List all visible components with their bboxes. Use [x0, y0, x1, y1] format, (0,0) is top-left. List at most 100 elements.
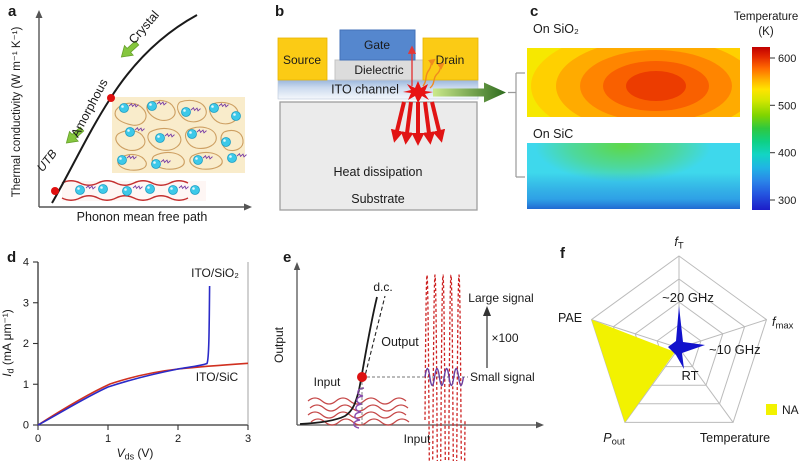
map-sio2-label: On SiO₂: [533, 22, 579, 36]
ito-sic-series-label: ITO/SiC: [196, 370, 239, 384]
utb-structure-illustration: [61, 180, 206, 201]
svg-text:1: 1: [23, 379, 29, 391]
svg-text:4: 4: [23, 257, 29, 269]
panel-d-x-axis-label: Vds (V): [117, 446, 154, 461]
x-tick-labels: 0 1 2 3: [35, 433, 251, 445]
colorbar-tick: 400: [778, 148, 796, 160]
source-contact: [277, 37, 328, 81]
svg-text:3: 3: [245, 433, 251, 445]
tick-marks: [33, 261, 249, 430]
substrate-label: Substrate: [351, 192, 405, 206]
amorphous-point-marker: [107, 94, 115, 102]
colorbar-tick: 600: [778, 53, 796, 65]
panel-e-y-axis-label: Output: [272, 326, 286, 363]
svg-text:2: 2: [175, 433, 181, 445]
svg-text:3: 3: [23, 297, 29, 309]
panel-c: c On SiO₂ On SiC 600 500 400 300: [527, 3, 799, 210]
dc-tangent-line: [363, 295, 386, 381]
panel-a-y-axis-label: Thermal conductivity (W m⁻¹ K⁻¹): [11, 27, 23, 198]
panel-e-label: e: [283, 249, 291, 266]
panel-e-x-axis-label: Input: [404, 432, 431, 446]
svg-text:0: 0: [35, 433, 41, 445]
fmax-value-label: ~10 GHz: [709, 342, 761, 357]
amorphous-structure-illustration: [112, 97, 247, 173]
ft-value-label: ~20 GHz: [662, 290, 714, 305]
utb-label: UTB: [34, 147, 60, 175]
panel-f: f fT fmax Temperature Pout PAE ~20 GHz ~…: [558, 235, 799, 448]
axis-fmax-label: fmax: [772, 315, 794, 332]
panel-b-label: b: [275, 3, 284, 20]
output-wave-label: Output: [381, 335, 419, 349]
crystal-label: Crystal: [126, 8, 162, 47]
y-tick-labels: 4 3 2 1 0: [23, 257, 29, 432]
dc-label: d.c.: [373, 280, 392, 294]
panel-a-label: a: [8, 3, 17, 20]
input-wave-label: Input: [314, 375, 341, 389]
panel-a-x-axis-label: Phonon mean free path: [77, 210, 208, 224]
small-signal-label: Small signal: [470, 370, 535, 384]
gate-contact: [339, 29, 416, 61]
na-legend-label: NA: [782, 403, 799, 417]
large-signal-label: Large signal: [468, 291, 533, 305]
y-axis-arrowhead-icon: [35, 10, 43, 18]
panel-f-label: f: [560, 245, 566, 262]
legend: NA: [766, 403, 799, 417]
panel-a-axes: [38, 16, 246, 208]
x-axis-arrowhead-icon: [244, 203, 252, 211]
drain-label: Drain: [436, 53, 465, 67]
orange-squiggle-arrows-icon: [422, 58, 445, 89]
heatmap-on-sic: [527, 143, 740, 209]
dielectric-label: Dielectric: [354, 63, 403, 77]
ito-sic-curve: [37, 362, 249, 426]
utb-film-boundaries: [61, 180, 189, 201]
ito-sio2-series-label: ITO/SiO₂: [191, 266, 239, 280]
performance-star: [668, 306, 705, 369]
heat-arrows-icon: [390, 101, 446, 146]
x-axis-arrowhead-icon: [536, 421, 544, 429]
substrate-block: [279, 101, 478, 211]
svg-text:1: 1: [105, 433, 111, 445]
heat-dissipation-label: Heat dissipation: [334, 165, 423, 179]
hotspot-star-icon: [403, 81, 433, 103]
panel-c-label: c: [530, 3, 538, 20]
panel-d-axes: [37, 262, 248, 426]
colorbar-tick: 500: [778, 100, 796, 112]
green-flow-arrow-icon: [433, 82, 506, 103]
colorbar-title: Temperature: [734, 11, 799, 23]
panel-d-y-axis-label: Id (mA μm⁻¹): [0, 309, 16, 377]
ito-channel-label: ITO channel: [331, 83, 399, 97]
svg-text:2: 2: [23, 338, 29, 350]
svg-text:0: 0: [23, 420, 29, 432]
panel-a: a: [8, 3, 252, 224]
panel-d: d 4 3 2 1 0 0 1 2 3 ITO/SiO₂ ITO: [0, 249, 251, 461]
colorbar-title-units: (K): [758, 26, 774, 38]
gain-label: ×100: [491, 331, 518, 345]
colorbar-tick: 300: [778, 195, 796, 207]
axis-pae-label: PAE: [558, 311, 582, 325]
gain-arrowhead-icon: [483, 306, 491, 316]
large-signal-wave: [424, 274, 466, 461]
rt-value-label: RT: [681, 368, 698, 383]
input-coil-icon: [353, 387, 365, 429]
na-legend-swatch: [766, 404, 777, 415]
dc-transfer-curve: [299, 296, 378, 425]
panel-e: e d.c. Input Output Large signal: [272, 249, 544, 461]
small-signal-wave: [424, 367, 465, 387]
bracket-connector: [508, 72, 525, 178]
na-region: [591, 319, 675, 423]
utb-point-marker: [51, 187, 59, 195]
axis-pout-label: Pout: [603, 431, 625, 448]
source-label: Source: [283, 53, 321, 67]
radar-grid: [590, 255, 768, 423]
panel-e-axes: [296, 268, 537, 426]
panel-b: b Source Gate Drain Dielectric ITO chann…: [275, 3, 525, 211]
axis-temperature-label: Temperature: [700, 431, 770, 445]
axis-ft-label: fT: [674, 235, 683, 252]
heatmap-on-sio2: [527, 48, 740, 117]
map-sic-label: On SiC: [533, 127, 573, 141]
panel-d-label: d: [7, 249, 16, 266]
gate-label: Gate: [364, 38, 390, 52]
colorbar: 600 500 400 300 Temperature (K): [734, 11, 799, 210]
ito-sio2-curve: [37, 285, 211, 426]
